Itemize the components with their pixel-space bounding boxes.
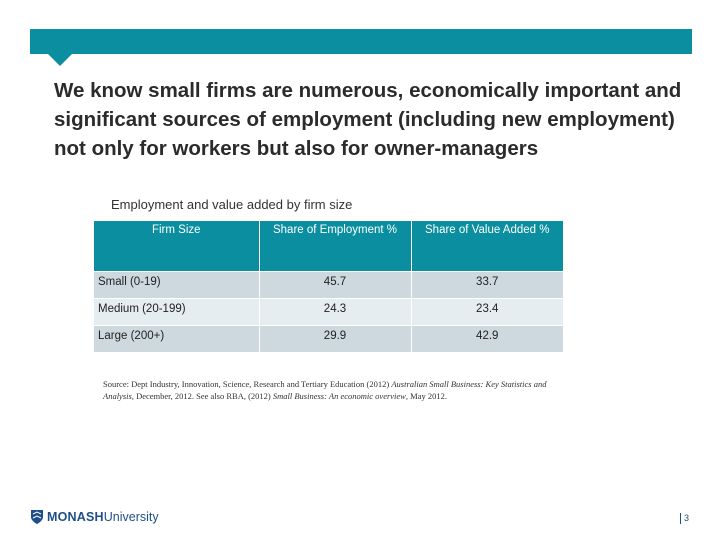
- value-added-cell: 23.4: [411, 297, 563, 325]
- firm-size-cell: Small (0-19): [94, 270, 260, 298]
- firm-size-table: Firm Size Share of Employment % Share of…: [94, 221, 563, 352]
- value-added-cell: 33.7: [411, 270, 563, 298]
- page-number: 3: [680, 513, 689, 524]
- header-banner: [30, 29, 692, 54]
- monash-logo: MONASH University: [30, 509, 159, 525]
- logo-wordmark-light: University: [103, 510, 159, 524]
- employment-cell: 45.7: [259, 270, 412, 298]
- shield-icon: [31, 510, 43, 524]
- table-row: Large (200+) 29.9 42.9: [94, 324, 563, 352]
- source-text: , December, 2012. See also RBA, (2012): [131, 391, 273, 401]
- source-text: Source: Dept Industry, Innovation, Scien…: [103, 379, 392, 389]
- source-text: , May 2012.: [405, 391, 447, 401]
- banner-notch: [48, 54, 72, 66]
- table-row: Medium (20-199) 24.3 23.4: [94, 297, 563, 325]
- employment-cell: 24.3: [259, 297, 412, 325]
- table-header-row: Firm Size Share of Employment % Share of…: [94, 221, 563, 271]
- employment-cell: 29.9: [259, 324, 412, 352]
- header-firm-size: Firm Size: [94, 221, 260, 271]
- logo-wordmark-bold: MONASH: [47, 510, 104, 524]
- source-title-1: Australian Small Business: Key Statistic…: [103, 379, 547, 401]
- slide-title: We know small firms are numerous, econom…: [54, 79, 682, 160]
- value-added-cell: 42.9: [411, 324, 563, 352]
- table-row: Small (0-19) 45.7 33.7: [94, 270, 563, 298]
- firm-size-cell: Medium (20-199): [94, 297, 260, 325]
- firm-size-cell: Large (200+): [94, 324, 260, 352]
- header-share-value-added: Share of Value Added %: [411, 221, 563, 271]
- header-share-employment: Share of Employment %: [259, 221, 412, 271]
- table-caption: Employment and value added by firm size: [111, 197, 353, 212]
- source-title-2: Small Business: An economic overview: [272, 391, 406, 401]
- source-note: Source: Dept Industry, Innovation, Scien…: [103, 378, 573, 402]
